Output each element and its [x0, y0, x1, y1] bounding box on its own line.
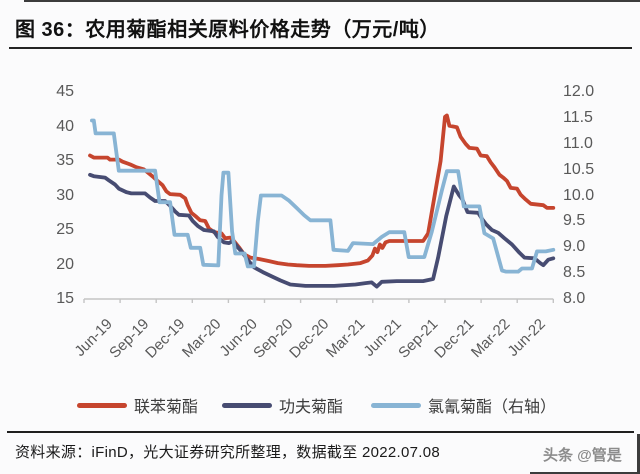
right-axis-tick-label: 11.5: [563, 108, 593, 126]
figure-title: 图 36：农用菊酯相关原料价格走势（万元/吨）: [15, 19, 440, 41]
legend-label: 联苯菊酯: [134, 399, 199, 416]
right-axis-tick-label: 8.5: [563, 264, 586, 282]
right-axis-tick-label: 12.0: [563, 83, 595, 100]
right-axis-tick-label: 10.5: [563, 160, 595, 178]
left-axis-tick-label: 15: [56, 290, 74, 307]
right-axis-tick-label: 8.0: [563, 290, 586, 307]
right-axis-tick-label: 10.0: [563, 186, 595, 204]
legend-label: 功夫菊酯: [279, 399, 344, 416]
legend-item-lambda-cyhalothrin: 功夫菊酯: [222, 395, 344, 416]
legend-label: 氯氰菊酯（右轴）: [428, 399, 557, 416]
frame-edge-bottom: [530, 472, 640, 474]
left-axis-tick-label: 25: [56, 221, 74, 238]
toutiao-watermark: 头条 @管是: [543, 447, 622, 464]
left-axis-tick-label: 20: [56, 255, 74, 273]
left-axis-tick-label: 30: [56, 186, 74, 204]
left-axis-tick-label: 45: [56, 83, 74, 100]
title-divider: [9, 47, 632, 49]
right-axis-tick-label: 11.0: [563, 134, 593, 152]
source-note: 资料来源：iFinD，光大证券研究所整理，数据截至 2022.07.08: [15, 444, 441, 461]
series-line-0: [88, 113, 556, 268]
series-line-1: [88, 172, 556, 289]
legend-item-cypermethrin: 氯氰菊酯（右轴）: [371, 395, 557, 416]
frame-edge-right: [637, 434, 640, 474]
right-axis-tick-label: 9.0: [563, 238, 586, 256]
left-axis-tick-label: 35: [56, 152, 74, 169]
lambda-cyhalothrin-line-swatch: [222, 402, 272, 408]
legend-item-bifenthrin: 联苯菊酯: [77, 395, 199, 416]
series-line-2: [90, 118, 556, 274]
bifenthrin-line-swatch: [77, 402, 127, 408]
footer-divider: [7, 431, 634, 433]
cypermethrin-line-swatch: [371, 402, 421, 408]
left-axis-tick-label: 40: [56, 117, 74, 135]
chart-legend: 联苯菊酯 功夫菊酯 氯氰菊酯（右轴）: [0, 395, 640, 416]
right-axis-tick-label: 9.5: [563, 212, 586, 230]
frame-edge-top: [24, 0, 640, 2]
